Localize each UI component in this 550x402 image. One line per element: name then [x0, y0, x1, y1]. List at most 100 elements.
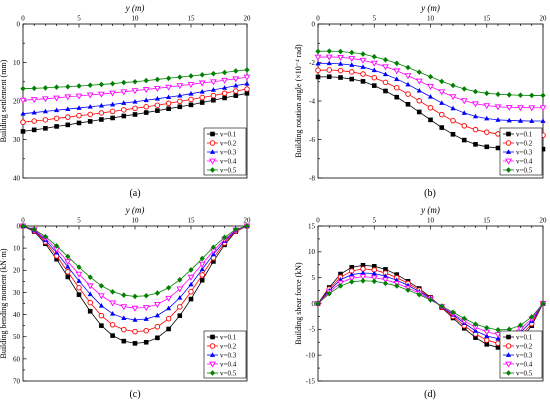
data-point — [438, 89, 446, 96]
chart-panel-a: 0 5 10 15 20 0 10 20 30 40 y (m) Building settlemen… — [0, 3, 251, 199]
data-point — [529, 314, 535, 320]
data-point — [65, 83, 71, 90]
data-point — [315, 60, 321, 66]
y-tick-label: 20 — [13, 267, 21, 275]
data-point — [506, 117, 512, 123]
data-point — [199, 100, 205, 105]
y-tick-label: 10 — [308, 248, 316, 256]
legend-label: v=0.1 — [220, 334, 237, 342]
data-point — [244, 80, 250, 86]
x-tick-label: 5 — [77, 15, 81, 23]
data-point — [142, 87, 150, 94]
data-point — [30, 97, 38, 104]
data-point — [415, 78, 423, 85]
data-point — [371, 278, 377, 285]
data-point — [326, 290, 332, 297]
data-point — [121, 79, 127, 86]
data-point — [349, 265, 355, 270]
legend-label: v=0.3 — [516, 149, 533, 157]
data-point — [188, 102, 194, 108]
data-point — [20, 129, 26, 134]
data-point — [473, 142, 478, 147]
data-point — [371, 270, 377, 276]
panel-label: (c) — [129, 389, 140, 400]
data-point — [244, 91, 250, 96]
data-point — [472, 126, 479, 133]
data-point — [233, 88, 239, 94]
data-point — [42, 108, 48, 114]
data-point — [495, 145, 501, 151]
y-tick-label: 0 — [312, 300, 316, 308]
data-point — [166, 94, 172, 100]
data-point — [337, 54, 344, 61]
data-point — [439, 111, 445, 118]
data-point — [131, 88, 139, 95]
data-point — [98, 91, 105, 98]
data-point — [450, 132, 456, 137]
legend-label: v=0.4 — [516, 361, 533, 369]
data-point — [360, 79, 366, 84]
data-point — [154, 76, 160, 83]
data-point — [154, 324, 161, 330]
data-point — [20, 119, 26, 125]
legend-label: v=0.3 — [220, 149, 237, 157]
data-point — [188, 73, 194, 79]
data-point — [87, 291, 93, 297]
data-point — [110, 288, 116, 295]
data-point — [349, 279, 355, 285]
legend-marker — [209, 167, 216, 173]
data-point — [177, 304, 183, 310]
data-point — [121, 326, 127, 333]
legend-marker — [505, 167, 512, 173]
data-point — [244, 67, 250, 73]
legend: v=0.1v=0.2v=0.3v=0.4v=0.5 — [203, 330, 247, 379]
legend-marker — [209, 370, 216, 376]
data-point — [394, 76, 400, 81]
legend-label: v=0.1 — [516, 131, 533, 139]
series-line — [22, 225, 248, 333]
legend-marker — [506, 334, 511, 340]
legend-label: v=0.2 — [220, 343, 237, 351]
data-point — [394, 60, 400, 67]
data-point — [427, 73, 434, 80]
legend-marker — [505, 158, 512, 165]
data-point — [154, 95, 160, 101]
data-point — [472, 101, 479, 108]
data-point — [188, 296, 194, 302]
data-point — [233, 68, 239, 74]
data-point — [461, 110, 467, 115]
data-point — [210, 79, 217, 86]
series-5 — [20, 67, 250, 92]
data-point — [371, 74, 378, 81]
data-point — [121, 292, 127, 298]
legend-label: v=0.3 — [516, 352, 533, 360]
data-point — [199, 277, 205, 283]
legend-label: v=0.1 — [516, 334, 533, 342]
data-point — [166, 75, 172, 82]
data-point — [109, 90, 116, 97]
data-point — [99, 117, 104, 122]
data-point — [404, 73, 412, 80]
data-point — [222, 85, 228, 90]
x-tick-label: 20 — [244, 217, 252, 225]
data-point — [75, 271, 83, 278]
data-point — [326, 74, 332, 80]
data-point — [121, 113, 127, 119]
data-point — [43, 126, 48, 131]
data-point — [472, 113, 479, 119]
data-point — [428, 117, 433, 123]
data-point — [166, 326, 171, 332]
y-tick-label: 0 — [17, 222, 21, 230]
data-point — [450, 105, 456, 111]
legend-marker — [209, 158, 216, 165]
data-point — [177, 104, 183, 110]
data-point — [42, 117, 49, 123]
data-point — [495, 345, 501, 350]
legend-marker — [210, 334, 215, 340]
data-point — [53, 115, 60, 122]
y-tick-label: -6 — [309, 136, 315, 144]
data-point — [338, 271, 343, 277]
x-tick-label: 20 — [540, 15, 548, 23]
data-point — [360, 277, 366, 284]
